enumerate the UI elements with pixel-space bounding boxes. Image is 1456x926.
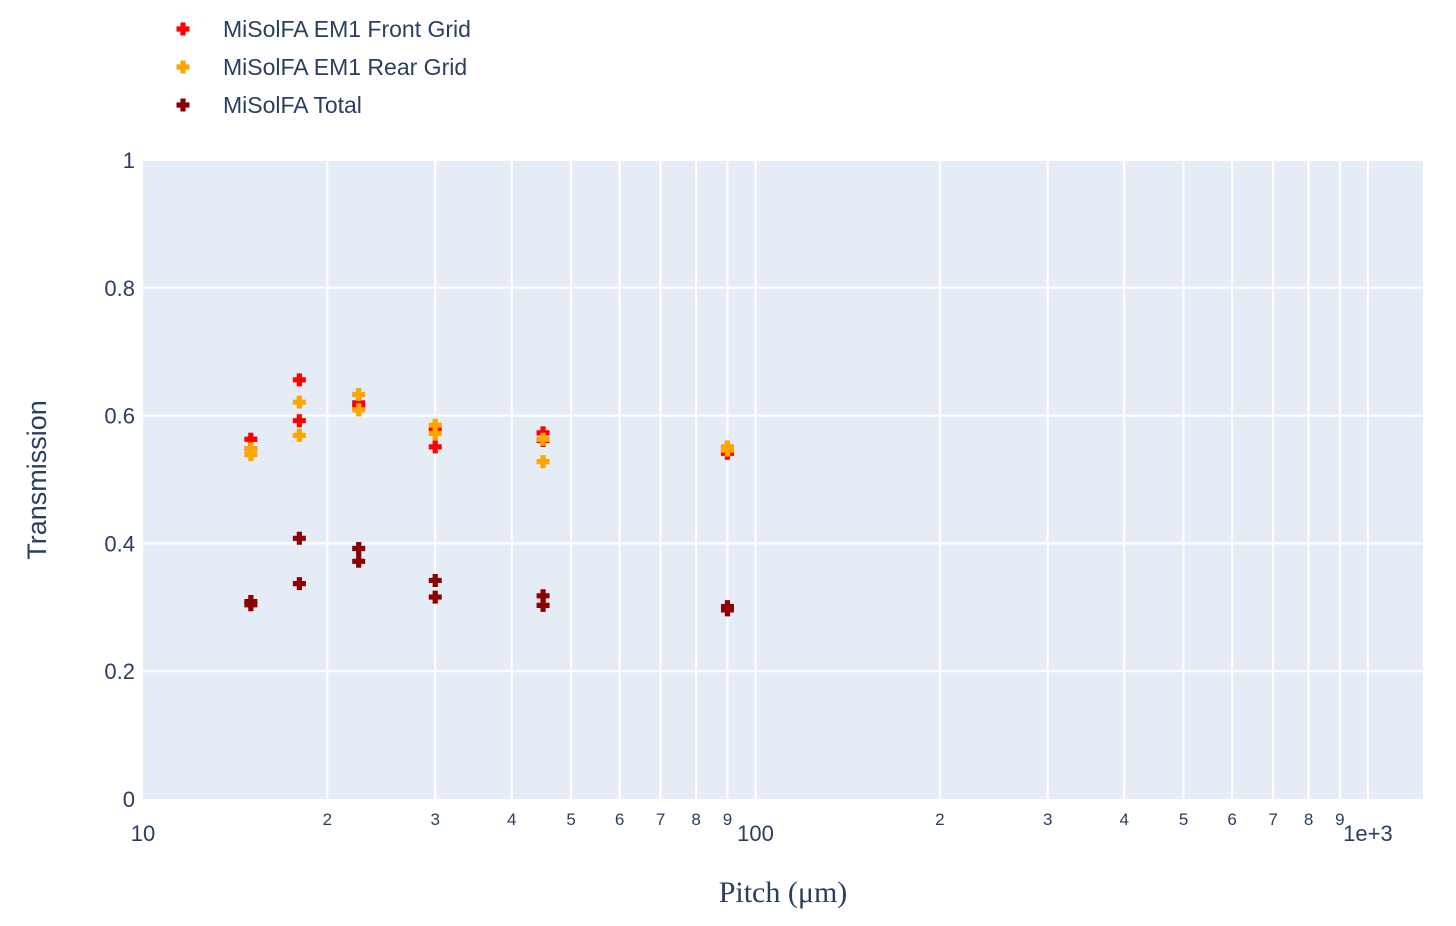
data-point — [720, 603, 734, 617]
legend-marker — [176, 98, 190, 112]
legend-marker — [176, 60, 190, 74]
x-tick-label-major: 100 — [737, 821, 774, 846]
data-point — [720, 443, 734, 457]
series-2 — [244, 531, 734, 617]
gridlines — [143, 159, 1423, 799]
y-axis-title: Transmission — [22, 400, 52, 560]
data-point — [292, 395, 306, 409]
x-tick-label-minor: 5 — [566, 810, 575, 829]
legend-marker — [176, 22, 190, 36]
x-tick-label-minor: 8 — [1304, 810, 1313, 829]
y-tick-label: 0.4 — [104, 531, 135, 556]
data-point — [536, 432, 550, 446]
y-tick-label: 0.2 — [104, 659, 135, 684]
y-tick-label: 0.8 — [104, 276, 135, 301]
legend-item-2[interactable]: MiSolFA Total — [176, 92, 362, 118]
data-point — [352, 554, 366, 568]
data-point — [292, 577, 306, 591]
data-point — [536, 589, 550, 603]
legend-label: MiSolFA EM1 Rear Grid — [223, 54, 467, 80]
x-axis-title: Pitch (μm) — [719, 876, 848, 909]
x-tick-label-major: 10 — [131, 821, 155, 846]
x-axis-ticks: 10 100 1e+3 2 3 4 5 6 7 8 9 2 3 4 5 6 7 8 9 — [131, 810, 1393, 846]
data-point — [292, 414, 306, 428]
x-tick-label-minor: 7 — [1268, 810, 1277, 829]
legend-item-0[interactable]: MiSolFA EM1 Front Grid — [176, 16, 471, 42]
data-point — [292, 531, 306, 545]
x-tick-label-minor: 5 — [1179, 810, 1188, 829]
legend: MiSolFA EM1 Front Grid MiSolFA EM1 Rear G… — [176, 16, 471, 118]
x-tick-label-minor: 4 — [1119, 810, 1128, 829]
x-tick-label-minor: 9 — [723, 810, 732, 829]
data-point — [428, 440, 442, 454]
series-1 — [244, 388, 734, 469]
data-point — [428, 573, 442, 587]
legend-label: MiSolFA Total — [223, 92, 362, 118]
x-tick-label-minor: 2 — [323, 810, 332, 829]
plot-area — [143, 160, 1423, 799]
x-tick-label-minor: 7 — [656, 810, 665, 829]
data-point — [352, 542, 366, 556]
y-tick-label: 0 — [123, 787, 135, 812]
y-axis-ticks: 0 0.2 0.4 0.6 0.8 1 — [104, 148, 135, 812]
x-tick-label-minor: 8 — [691, 810, 700, 829]
y-tick-label: 0.6 — [104, 404, 135, 429]
x-tick-label-minor: 9 — [1335, 810, 1344, 829]
x-tick-label-minor: 6 — [615, 810, 624, 829]
data-point — [244, 448, 258, 462]
x-tick-label-minor: 2 — [935, 810, 944, 829]
data-point — [292, 428, 306, 442]
legend-label: MiSolFA EM1 Front Grid — [223, 16, 471, 42]
data-point — [352, 403, 366, 417]
x-tick-label-minor: 6 — [1227, 810, 1236, 829]
data-point — [244, 598, 258, 612]
data-point — [536, 455, 550, 469]
data-point — [428, 426, 442, 440]
x-tick-label-major: 1e+3 — [1343, 821, 1393, 846]
x-tick-label-minor: 4 — [507, 810, 516, 829]
x-tick-label-minor: 3 — [1043, 810, 1052, 829]
data-point — [536, 598, 550, 612]
legend-item-1[interactable]: MiSolFA EM1 Rear Grid — [176, 54, 468, 80]
y-tick-label: 1 — [123, 148, 135, 173]
data-point — [292, 373, 306, 387]
x-tick-label-minor: 3 — [430, 810, 439, 829]
data-point — [352, 388, 366, 402]
data-points — [244, 373, 734, 617]
data-point — [428, 418, 442, 432]
data-point — [428, 590, 442, 604]
data-point — [244, 432, 258, 446]
